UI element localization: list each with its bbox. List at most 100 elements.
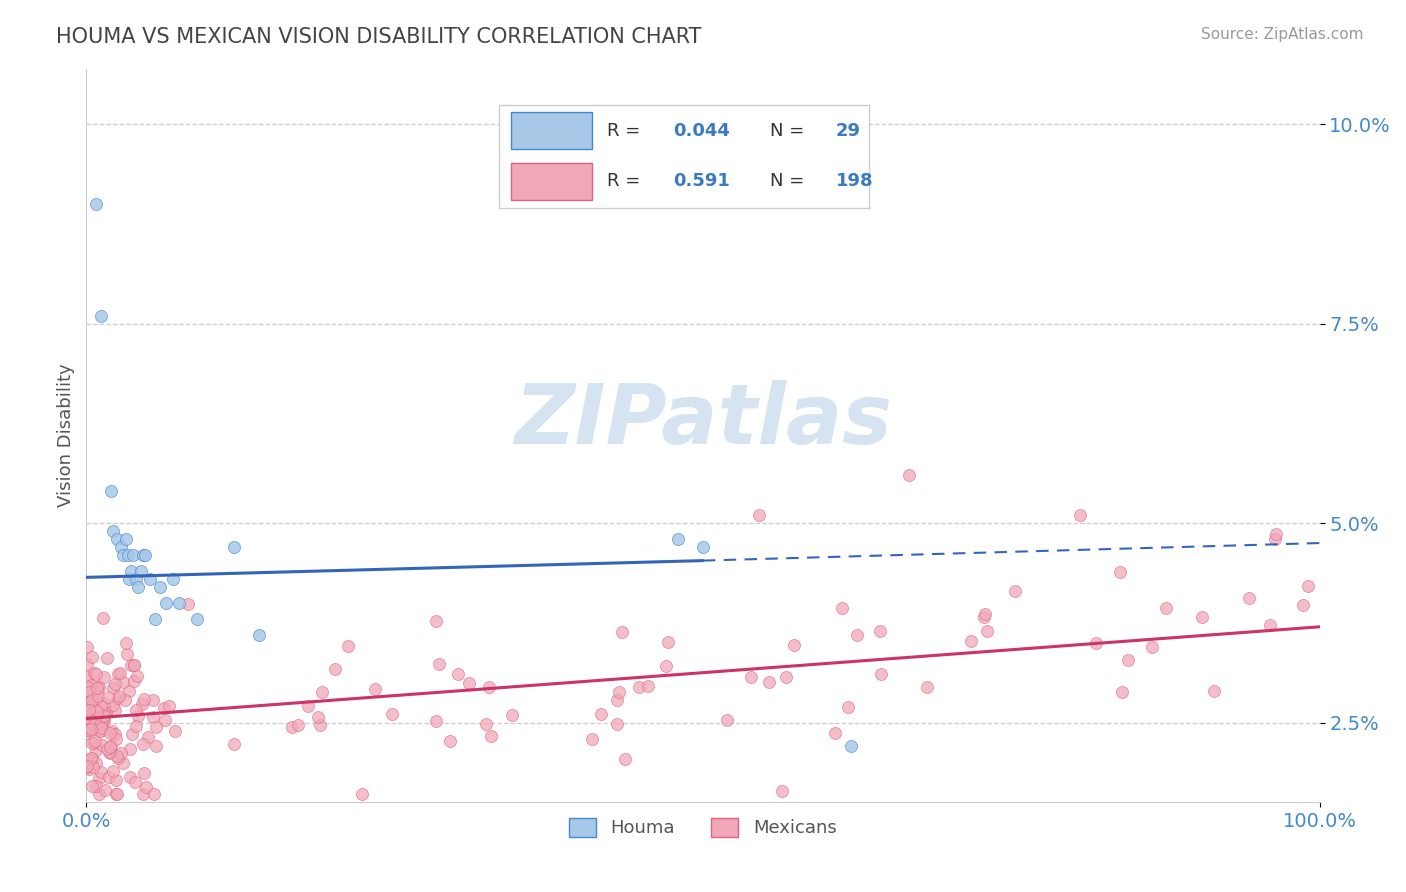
Point — [94, 706, 117, 721]
Point — [775, 670, 797, 684]
Point — [82, 706, 104, 720]
Point — [76, 758, 98, 772]
Point — [104, 677, 127, 691]
Point — [364, 682, 387, 697]
Point — [90, 699, 112, 714]
Point — [76, 670, 98, 684]
Point — [1116, 653, 1139, 667]
Point — [1296, 578, 1319, 592]
Point — [447, 667, 470, 681]
Point — [80, 722, 103, 736]
Point — [90, 738, 112, 752]
Point — [112, 675, 135, 690]
Point — [142, 693, 165, 707]
Point — [117, 548, 139, 562]
Point — [90, 721, 112, 735]
Point — [104, 787, 127, 801]
Point — [297, 698, 319, 713]
Point — [898, 468, 921, 483]
Point — [134, 548, 156, 562]
Point — [107, 690, 129, 705]
Point — [139, 572, 162, 586]
Point — [84, 756, 107, 770]
Point — [90, 716, 112, 731]
Point — [98, 739, 121, 754]
Point — [143, 612, 166, 626]
Point — [837, 699, 859, 714]
Point — [82, 721, 104, 735]
Point — [439, 734, 461, 748]
Text: ZIPatlas: ZIPatlas — [515, 380, 891, 461]
Point — [77, 762, 100, 776]
Point — [142, 710, 165, 724]
Point — [101, 724, 124, 739]
Point — [84, 743, 107, 757]
Point — [666, 532, 689, 546]
Point — [770, 784, 793, 798]
Point — [425, 714, 447, 728]
Point — [107, 666, 129, 681]
Point — [606, 692, 628, 706]
Point — [87, 771, 110, 785]
Point — [75, 726, 97, 740]
Point — [591, 707, 613, 722]
Point — [869, 624, 891, 638]
Point — [83, 718, 105, 732]
Point — [120, 564, 142, 578]
Point — [79, 719, 101, 733]
Point — [104, 732, 127, 747]
Point — [93, 714, 115, 728]
Point — [79, 712, 101, 726]
Point — [124, 572, 146, 586]
Point — [132, 692, 155, 706]
Text: HOUMA VS MEXICAN VISION DISABILITY CORRELATION CHART: HOUMA VS MEXICAN VISION DISABILITY CORRE… — [56, 27, 702, 46]
Point — [157, 699, 180, 714]
Point — [479, 729, 502, 743]
Point — [76, 694, 98, 708]
Point — [87, 707, 110, 722]
Point — [176, 597, 198, 611]
Point — [637, 679, 659, 693]
Point — [105, 532, 128, 546]
Point — [107, 751, 129, 765]
Point — [93, 697, 115, 711]
Point — [124, 775, 146, 789]
Point — [427, 657, 450, 672]
Point — [1292, 598, 1315, 612]
Point — [90, 309, 112, 323]
Point — [82, 760, 104, 774]
Point — [107, 787, 129, 801]
Point — [115, 647, 138, 661]
Text: Source: ZipAtlas.com: Source: ZipAtlas.com — [1201, 27, 1364, 42]
Point — [287, 718, 309, 732]
Point — [97, 690, 120, 705]
Point — [111, 756, 134, 771]
Point — [101, 764, 124, 778]
Point — [80, 678, 103, 692]
Point — [83, 734, 105, 748]
Point — [86, 681, 108, 695]
Point — [89, 723, 111, 738]
Point — [474, 717, 496, 731]
Point — [186, 612, 208, 626]
Point — [478, 681, 501, 695]
Point — [135, 780, 157, 794]
Legend: Houma, Mexicans: Houma, Mexicans — [562, 811, 844, 845]
Point — [973, 609, 995, 624]
Point — [224, 540, 246, 554]
Point — [98, 770, 121, 784]
Point — [162, 572, 184, 586]
Point — [134, 766, 156, 780]
Point — [80, 751, 103, 765]
Point — [86, 689, 108, 703]
Point — [740, 670, 762, 684]
Point — [76, 690, 98, 705]
Point — [1004, 584, 1026, 599]
Point — [1258, 618, 1281, 632]
Point — [1191, 609, 1213, 624]
Point — [129, 564, 152, 578]
Point — [87, 787, 110, 801]
Point — [77, 723, 100, 737]
Point — [120, 658, 142, 673]
Point — [152, 701, 174, 715]
